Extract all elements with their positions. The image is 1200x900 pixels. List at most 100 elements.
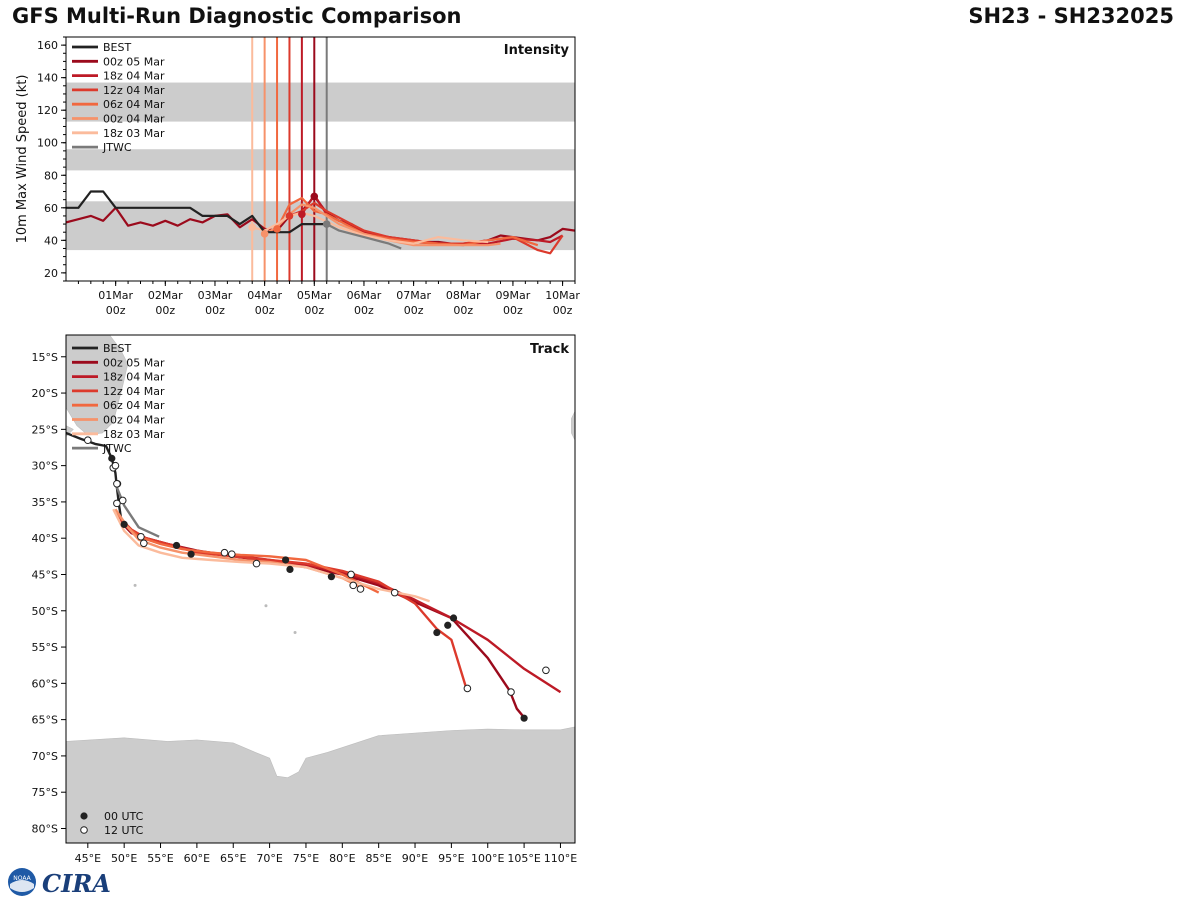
track-legend-label: 18z 04 Mar: [103, 371, 165, 384]
intensity-xtick-label: 02Mar: [148, 289, 183, 302]
track-ytick-label: 60°S: [32, 677, 58, 690]
track-xtick-label: 85°E: [365, 852, 391, 865]
track-point-00utc: [281, 556, 290, 564]
island-1: [264, 604, 268, 608]
track-point-12utc: [118, 496, 127, 505]
intensity-legend-label: 12z 04 Mar: [103, 84, 165, 97]
intensity-legend-label: 00z 04 Mar: [103, 113, 165, 126]
track-legend-marker-00utc: [80, 812, 88, 820]
intensity-marker-12z-04-mar: [285, 212, 294, 220]
intensity-marker-00z-05-mar: [310, 192, 319, 201]
track-xtick-label: 100°E: [471, 852, 504, 865]
track-legend-label: 00z 04 Mar: [103, 414, 165, 427]
track-series-06z-04-mar: [115, 512, 380, 594]
sst-chart: 22242628303201Mar00z02Mar00z03Mar00z04Ma…: [600, 320, 1200, 600]
track-point-00utc: [433, 628, 441, 637]
intensity-xtick-label: 07Mar: [396, 289, 431, 302]
track-legend-label: 12z 04 Mar: [103, 385, 165, 398]
track-point-12utc: [113, 479, 121, 488]
track-series-jtwc: [114, 483, 160, 538]
track-point-12utc: [84, 436, 92, 445]
intensity-legend-label: 06z 04 Mar: [103, 98, 165, 111]
intensity-ytick-label: 140: [37, 72, 58, 85]
track-point-12utc: [252, 559, 261, 568]
track-ytick-label: 35°S: [32, 496, 58, 509]
intensity-xtick-label: 01Mar: [98, 289, 133, 302]
track-legend-marker-label: 12 UTC: [104, 824, 144, 837]
intensity-series-00z-04-mar: [264, 203, 501, 247]
intensity-series-best: [66, 190, 327, 234]
track-point-12utc: [140, 539, 148, 548]
track-point-00utc: [286, 565, 294, 574]
storm-id: SH23 - SH232025: [968, 4, 1174, 28]
track-point-00utc: [444, 621, 452, 629]
intensity-xtick-label: 00z: [304, 304, 324, 317]
track-title: Track: [530, 342, 569, 357]
track-legend-label: 18z 03 Mar: [103, 428, 165, 441]
track-point-12utc: [507, 688, 515, 696]
intensity-legend-label: BEST: [103, 41, 131, 54]
island-0: [293, 631, 297, 635]
intensity-xtick-label: 00z: [453, 304, 473, 317]
mid-level-rh-chart: 2040608010001Mar00z02Mar00z03Mar00z04Mar…: [600, 600, 1200, 900]
track-xtick-label: 90°E: [402, 852, 428, 865]
intensity-series-18z-03-mar: [251, 211, 489, 245]
track-point-12utc: [137, 532, 145, 541]
intensity-marker-00z-04-mar: [260, 230, 269, 238]
track-point-12utc: [220, 548, 229, 557]
intensity-xtick-label: 05Mar: [297, 289, 332, 302]
intensity-legend-label: JTWC: [102, 141, 132, 154]
track-point-00utc: [120, 520, 128, 529]
track-xtick-label: 65°E: [220, 852, 246, 865]
track-xtick-label: 75°E: [293, 852, 319, 865]
track-xtick-label: 50°E: [111, 852, 137, 865]
intensity-band: [66, 149, 575, 171]
track-series-12z-04-mar: [117, 515, 468, 688]
intensity-series-jtwc: [326, 223, 402, 250]
track-map: 15°S 20°S 25°S 30°S 35°S 40°S 45°S 50°S 55°S 60°S…: [32, 334, 577, 865]
track-point-00utc: [449, 614, 458, 622]
track-ytick-label: 50°S: [32, 605, 58, 618]
intensity-ytick-label: 120: [37, 104, 58, 117]
track-xtick-label: 55°E: [147, 852, 173, 865]
cira-wordmark: CIRA: [42, 869, 111, 898]
track-ytick-label: 40°S: [32, 532, 58, 545]
cira-logo: NOAA CIRA: [8, 868, 111, 898]
intensity-ytick-label: 20: [44, 267, 58, 280]
intensity-ytick-label: 100: [37, 137, 58, 150]
track-ytick-label: 70°S: [32, 750, 58, 763]
deep-layer-shear-chart: 01020304001Mar00z02Mar00z03Mar00z04Mar00…: [600, 30, 1200, 330]
intensity-marker-06z-04-mar: [273, 225, 281, 233]
intensity-xtick-label: 06Mar: [347, 289, 382, 302]
track-ytick-label: 75°S: [32, 786, 58, 799]
intensity-ytick-label: 160: [37, 39, 58, 52]
intensity-ylabel: 10m Max Wind Speed (kt): [15, 75, 30, 244]
track-point-12utc: [463, 684, 472, 693]
intensity-chart: 20 40 60 80 100 120 140 160 01Mar 00z 02Mar 00z 03Ma…: [15, 36, 580, 317]
intensity-xtick-label: 00z: [255, 304, 275, 317]
track-plot-area: [66, 335, 575, 843]
track-point-00utc: [327, 573, 336, 581]
intensity-xtick-label: 00z: [404, 304, 424, 317]
track-point-12utc: [113, 499, 121, 508]
track-xtick-label: 95°E: [438, 852, 464, 865]
australia-edge-landmass: [571, 411, 575, 441]
intensity-band: [66, 82, 575, 122]
intensity-xtick-label: 00z: [106, 304, 126, 317]
track-point-12utc: [390, 588, 399, 597]
track-legend-label: 06z 04 Mar: [103, 399, 165, 412]
track-ytick-label: 20°S: [32, 387, 58, 400]
intensity-xtick-label: 00z: [503, 304, 523, 317]
track-ytick-label: 30°S: [32, 460, 58, 473]
track-legend-marker-12utc: [80, 826, 88, 834]
intensity-ytick-label: 80: [44, 169, 58, 182]
antarctica-landmass: [66, 726, 575, 843]
intensity-title: Intensity: [504, 43, 570, 58]
track-ytick-label: 15°S: [32, 351, 58, 364]
track-xtick-label: 110°E: [544, 852, 577, 865]
track-xtick-label: 105°E: [507, 852, 540, 865]
track-point-00utc: [172, 541, 181, 550]
intensity-ytick-label: 60: [44, 202, 58, 215]
track-series-18z-03-mar: [112, 508, 430, 603]
track-legend-label: BEST: [103, 342, 131, 355]
